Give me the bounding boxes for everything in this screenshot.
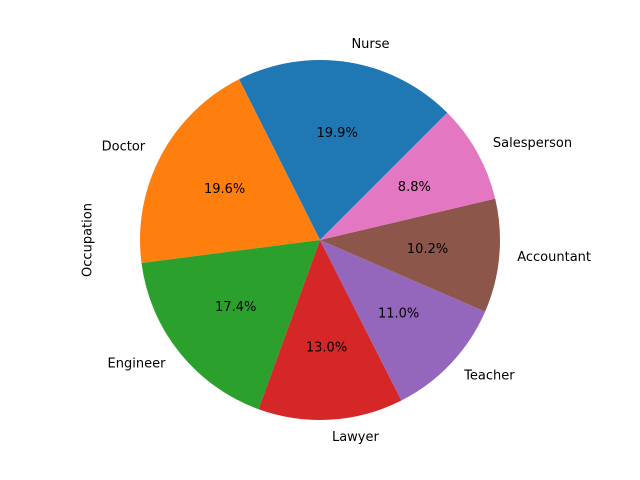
slice-label-lawyer: Lawyer (332, 430, 380, 445)
pie-slices (139, 59, 500, 420)
slice-label-accountant: Accountant (517, 250, 591, 265)
pie-slice-teacher (320, 240, 486, 401)
pie-slice-engineer (141, 240, 320, 410)
pct-label-teacher: 11.0% (378, 307, 419, 322)
pie-slice-nurse (239, 59, 448, 241)
pie-slice-lawyer (258, 240, 402, 420)
pie-slice-salesperson (320, 112, 496, 240)
slice-label-doctor: Doctor (102, 140, 146, 155)
pct-label-salesperson: 8.8% (398, 180, 431, 195)
pct-label-accountant: 10.2% (407, 242, 448, 257)
slice-label-engineer: Engineer (108, 356, 167, 371)
pie-labels: Nurse 19.9% Doctor 19.6% Engineer 17.4% Lawyer… (102, 37, 591, 445)
pct-label-doctor: 19.6% (204, 182, 245, 197)
pie-slice-accountant (320, 198, 500, 312)
pie-slice-doctor (139, 79, 320, 264)
pct-label-engineer: 17.4% (215, 300, 256, 315)
slice-label-teacher: Teacher (463, 368, 515, 383)
slice-label-nurse: Nurse (351, 37, 389, 52)
slice-label-salesperson: Salesperson (493, 136, 572, 151)
pct-label-nurse: 19.9% (317, 126, 358, 141)
y-axis-label: Occupation (81, 203, 96, 277)
pct-label-lawyer: 13.0% (306, 340, 347, 355)
